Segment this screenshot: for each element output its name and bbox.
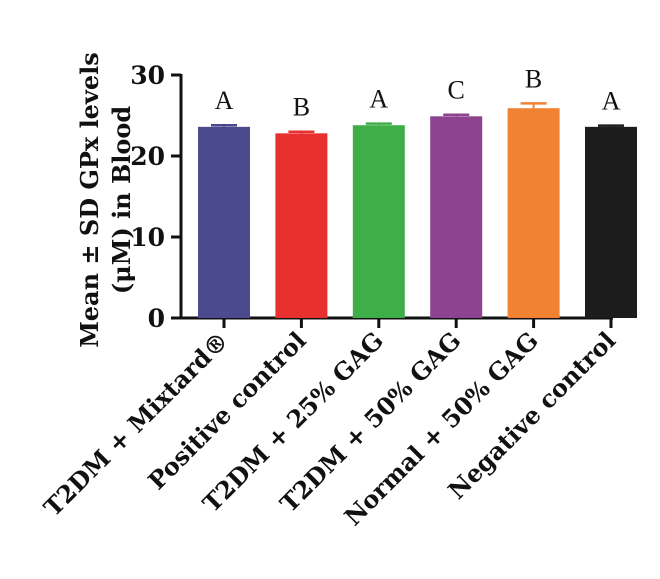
y-axis-title-line: (μM) in Blood	[107, 106, 136, 295]
bar	[430, 116, 483, 318]
group-letter: B	[525, 64, 542, 93]
y-tick-label: 20	[130, 142, 165, 171]
bar	[275, 133, 328, 318]
y-tick-label: 10	[130, 223, 165, 252]
group-letter: A	[215, 86, 234, 115]
y-axis-title: Mean ± SD GPx levels (μM) in Blood	[75, 52, 136, 348]
group-letter: A	[602, 87, 621, 116]
group-letter: B	[293, 93, 310, 122]
group-letter: C	[448, 76, 465, 105]
y-axis-title-line: Mean ± SD GPx levels	[75, 52, 104, 348]
bar	[352, 125, 405, 318]
bar	[198, 126, 250, 318]
group-letter: A	[369, 85, 388, 114]
y-tick-label: 30	[130, 61, 165, 90]
y-tick-label: 0	[148, 304, 165, 333]
bars	[198, 102, 637, 319]
group-letters: A B A C B A	[215, 64, 621, 121]
bar	[507, 108, 560, 319]
bar	[585, 126, 637, 318]
